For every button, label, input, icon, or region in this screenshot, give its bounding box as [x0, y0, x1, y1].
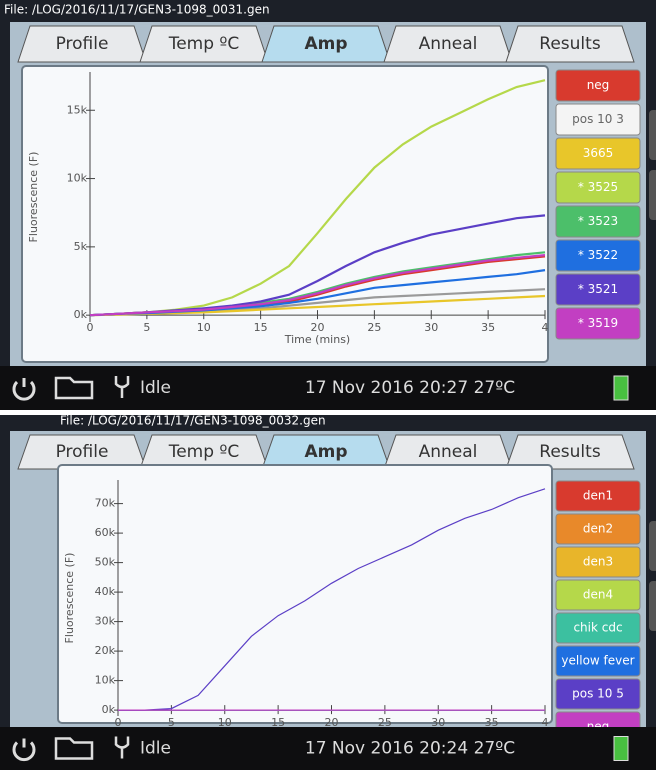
tab-label[interactable]: Temp ºC [168, 442, 240, 462]
plot-panel [22, 66, 548, 362]
status-text: Idle [140, 739, 171, 759]
status-text: Idle [140, 378, 171, 398]
datetime: 17 Nov 2016 20:24 27ºC [305, 739, 515, 759]
legend-label[interactable]: den2 [583, 522, 613, 536]
legend-label[interactable]: * 3522 [578, 248, 618, 262]
y-tick-label: 30k [95, 615, 116, 628]
side-button [649, 110, 656, 160]
side-button [649, 521, 656, 571]
y-axis-label: Fluorescence (F) [63, 553, 76, 644]
legend-label[interactable]: chik cdc [573, 621, 622, 635]
legend-label[interactable]: pos 10 3 [572, 112, 624, 126]
legend-label[interactable]: neg [587, 78, 610, 92]
x-tick-label: 5 [143, 321, 150, 334]
y-tick-label: 40k [95, 585, 116, 598]
datetime: 17 Nov 2016 20:27 27ºC [305, 378, 515, 398]
x-tick-label: 0 [87, 321, 94, 334]
legend-label[interactable]: 3665 [583, 146, 614, 160]
y-tick-label: 60k [95, 526, 116, 539]
legend-label[interactable]: pos 10 5 [572, 687, 624, 701]
page: {"screens":[ {"file":"File: /LOG/2016/11… [0, 0, 656, 770]
legend-label[interactable]: * 3519 [578, 316, 618, 330]
plot-panel [58, 465, 552, 723]
side-button [649, 581, 656, 631]
y-tick-label: 5k [74, 240, 88, 253]
file-path: File: /LOG/2016/11/17/GEN3-1098_0031.gen [4, 3, 270, 17]
x-tick-label: 35 [481, 321, 495, 334]
y-tick-label: 0k [102, 703, 116, 716]
x-tick-label: 10 [197, 321, 211, 334]
tab-label[interactable]: Anneal [419, 442, 478, 462]
tab-label[interactable]: Temp ºC [168, 34, 240, 54]
y-tick-label: 0k [74, 308, 88, 321]
screen: File: /LOG/2016/11/17/GEN3-1098_0031.gen… [0, 0, 656, 410]
x-tick-label: 15 [254, 321, 268, 334]
y-tick-label: 10k [67, 172, 88, 185]
legend-label[interactable]: den1 [583, 489, 613, 503]
tab-label[interactable]: Results [539, 442, 601, 462]
legend-label[interactable]: * 3521 [578, 282, 618, 296]
battery-icon [614, 737, 628, 761]
tab-label[interactable]: Amp [304, 34, 347, 54]
y-tick-label: 15k [67, 103, 88, 116]
legend-label[interactable]: den3 [583, 555, 613, 569]
x-tick-label: 4 [542, 321, 549, 334]
tab-label[interactable]: Profile [56, 34, 109, 54]
legend-label[interactable]: yellow fever [561, 654, 634, 668]
tab-label[interactable]: Amp [304, 442, 347, 462]
file-path: File: /LOG/2016/11/17/GEN3-1098_0032.gen [60, 415, 326, 428]
screen: File: /LOG/2016/11/17/GEN3-1098_0032.gen… [0, 415, 656, 770]
tab-label[interactable]: Profile [56, 442, 109, 462]
battery-icon [614, 376, 628, 400]
y-tick-label: 70k [95, 497, 116, 510]
y-tick-label: 10k [95, 674, 116, 687]
y-axis-label: Fluorescence (F) [27, 152, 40, 243]
legend-label[interactable]: * 3523 [578, 214, 618, 228]
y-tick-label: 50k [95, 556, 116, 569]
tab-label[interactable]: Results [539, 34, 601, 54]
legend-label[interactable]: * 3525 [578, 180, 618, 194]
y-tick-label: 20k [95, 644, 116, 657]
side-button [649, 170, 656, 220]
x-axis-label: Time (mins) [284, 333, 350, 346]
x-tick-label: 25 [367, 321, 381, 334]
legend-label[interactable]: den4 [583, 588, 613, 602]
tab-label[interactable]: Anneal [419, 34, 478, 54]
x-tick-label: 30 [424, 321, 438, 334]
